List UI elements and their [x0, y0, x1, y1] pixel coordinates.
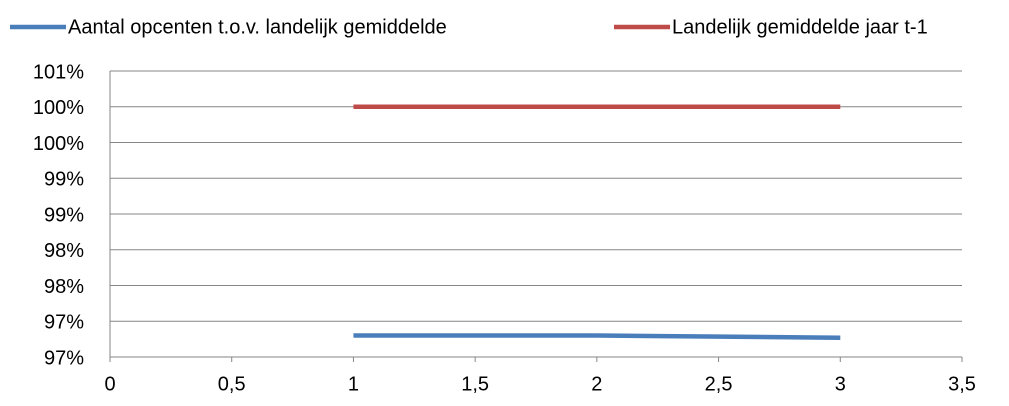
- legend-label: Landelijk gemiddelde jaar t-1: [672, 16, 928, 38]
- y-tick-label: 97%: [44, 347, 84, 369]
- y-tick-label: 99%: [44, 204, 84, 226]
- y-tick-label: 97%: [44, 312, 84, 334]
- y-tick-label: 100%: [33, 97, 84, 119]
- y-tick-label: 100%: [33, 133, 84, 155]
- x-tick-label: 3,5: [948, 373, 976, 395]
- series-line: [353, 333, 841, 340]
- x-tick-label: 1,5: [461, 373, 489, 395]
- x-tick-label: 2: [591, 373, 602, 395]
- y-tick-label: 98%: [44, 240, 84, 262]
- y-tick-label: 98%: [44, 276, 84, 298]
- x-tick-label: 2,5: [705, 373, 733, 395]
- y-tick-label: 99%: [44, 169, 84, 191]
- y-tick-label: 101%: [33, 61, 84, 83]
- x-tick-label: 0,5: [218, 373, 246, 395]
- x-tick-label: 0: [104, 373, 115, 395]
- x-tick-label: 3: [835, 373, 846, 395]
- x-tick-label: 1: [348, 373, 359, 395]
- legend-label: Aantal opcenten t.o.v. landelijk gemidde…: [68, 16, 447, 38]
